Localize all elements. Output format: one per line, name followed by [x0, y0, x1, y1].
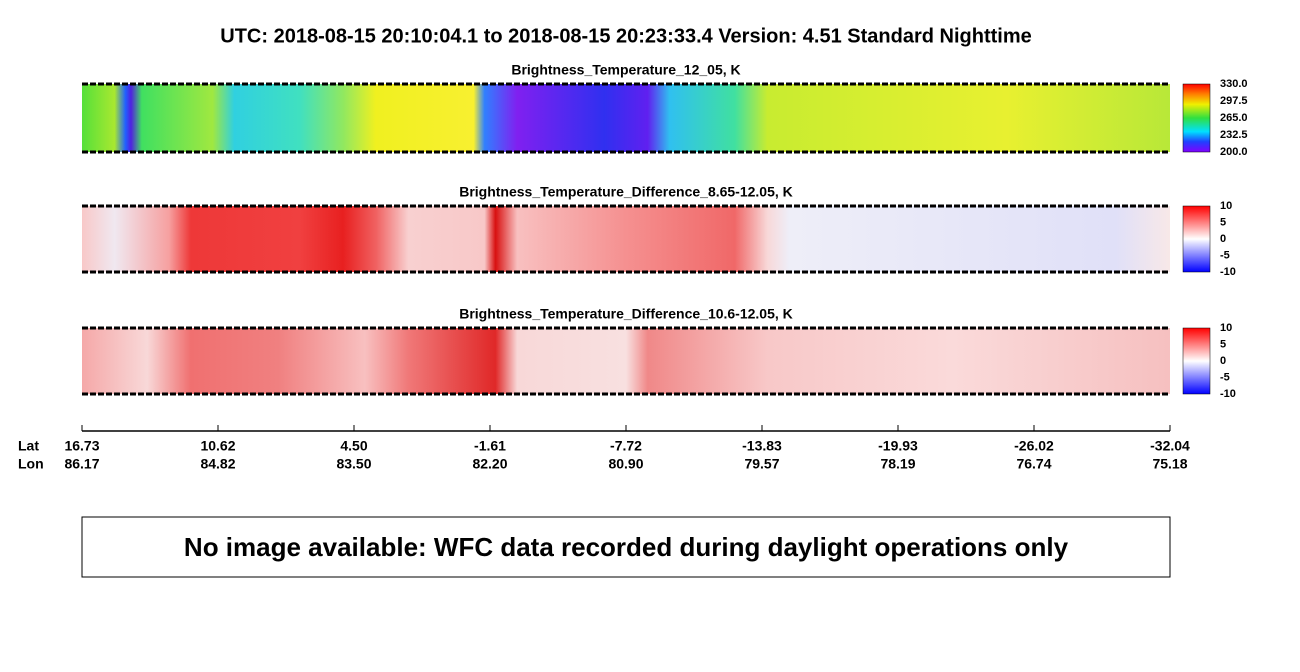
lat-tick-label: 4.50 — [340, 438, 367, 454]
colorbar-tick-label: 10 — [1220, 200, 1232, 212]
colorbar-tick-label: 265.0 — [1220, 112, 1248, 124]
colorbar-tick-label: 297.5 — [1220, 95, 1248, 107]
colorbar-tick-label: -5 — [1220, 249, 1230, 261]
colorbar-tick-label: 5 — [1220, 338, 1226, 350]
title: UTC: 2018-08-15 20:10:04.1 to 2018-08-15… — [220, 25, 1031, 47]
data-strip — [82, 84, 1170, 152]
lat-tick-label: -32.04 — [1150, 438, 1190, 454]
panel-title: Brightness_Temperature_Difference_8.65-1… — [459, 184, 793, 200]
lat-tick-label: -1.61 — [474, 438, 506, 454]
lat-tick-label: 10.62 — [200, 438, 235, 454]
colorbar-tick-label: -10 — [1220, 388, 1236, 400]
colorbar-tick-label: 0 — [1220, 355, 1226, 367]
colorbar-tick-label: 200.0 — [1220, 146, 1248, 158]
lon-tick-label: 80.90 — [608, 456, 643, 472]
lon-tick-label: 82.20 — [472, 456, 507, 472]
lon-tick-label: 83.50 — [336, 456, 371, 472]
lon-tick-label: 76.74 — [1016, 456, 1051, 472]
lat-tick-label: 16.73 — [64, 438, 99, 454]
lat-tick-label: -7.72 — [610, 438, 642, 454]
colorbar — [1182, 205, 1211, 273]
data-strip — [82, 328, 1170, 394]
colorbar-tick-label: 330.0 — [1220, 78, 1248, 90]
colorbar-tick-label: 232.5 — [1220, 129, 1248, 141]
colorbar-tick-label: -5 — [1220, 371, 1230, 383]
lon-tick-label: 79.57 — [744, 456, 779, 472]
lat-tick-label: -13.83 — [742, 438, 782, 454]
lat-tick-label: -19.93 — [878, 438, 918, 454]
colorbar-tick-label: 0 — [1220, 233, 1226, 245]
message: No image available: WFC data recorded du… — [184, 532, 1069, 562]
panel-title: Brightness_Temperature_Difference_10.6-1… — [459, 306, 793, 322]
lat-tick-label: -26.02 — [1014, 438, 1054, 454]
lat-label: Lat — [18, 438, 39, 454]
colorbar-tick-label: -10 — [1220, 266, 1236, 278]
colorbar — [1182, 83, 1211, 153]
panel-title: Brightness_Temperature_12_05, K — [511, 62, 740, 78]
lon-tick-label: 86.17 — [64, 456, 99, 472]
colorbar-tick-label: 10 — [1220, 322, 1232, 334]
message-box — [81, 516, 1171, 578]
colorbar-tick-label: 5 — [1220, 216, 1226, 228]
lon-tick-label: 75.18 — [1152, 456, 1187, 472]
lon-tick-label: 78.19 — [880, 456, 915, 472]
colorbar — [1182, 327, 1211, 395]
lon-label: Lon — [18, 456, 44, 472]
lon-tick-label: 84.82 — [200, 456, 235, 472]
data-strip — [82, 206, 1170, 272]
